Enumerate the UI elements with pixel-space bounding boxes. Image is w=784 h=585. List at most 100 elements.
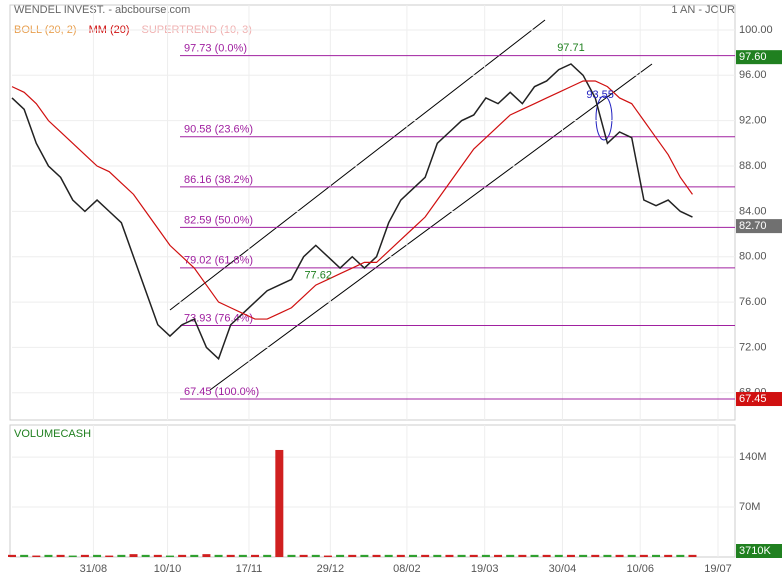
fib-label: 73.93 (76.4%) bbox=[184, 312, 253, 324]
volume-bar bbox=[421, 554, 430, 557]
volume-bar bbox=[129, 554, 138, 557]
y-tick-label: 88.00 bbox=[739, 160, 767, 172]
volume-bar bbox=[20, 554, 29, 557]
price-label: 82.70 bbox=[739, 220, 767, 232]
volume-bar bbox=[384, 554, 393, 557]
volume-label: 3710K bbox=[739, 545, 771, 557]
price-label-bg bbox=[736, 50, 782, 65]
y-tick-label: 100.00 bbox=[739, 24, 773, 36]
volume-bar bbox=[214, 554, 223, 557]
annotation: 93.55 bbox=[586, 89, 614, 101]
x-tick-label: 19/03 bbox=[471, 563, 499, 575]
volume-bar bbox=[165, 555, 174, 557]
price-label: 97.60 bbox=[739, 51, 767, 63]
volume-bar bbox=[153, 554, 162, 557]
volume-bar bbox=[615, 554, 624, 557]
volume-bar bbox=[603, 554, 612, 557]
volume-bar bbox=[530, 554, 539, 557]
volume-bar bbox=[360, 554, 369, 557]
volume-bar bbox=[178, 554, 187, 557]
series-line bbox=[11, 80, 693, 320]
x-tick-label: 10/06 bbox=[626, 563, 654, 575]
y-tick-label: 70M bbox=[739, 501, 760, 513]
volume-bar bbox=[336, 554, 345, 557]
volume-bar bbox=[591, 554, 600, 557]
volume-bar bbox=[566, 554, 575, 557]
volume-bar bbox=[348, 554, 357, 557]
fib-label: 82.59 (50.0%) bbox=[184, 214, 253, 226]
x-tick-label: 17/11 bbox=[236, 563, 263, 575]
volume-bar bbox=[80, 554, 89, 557]
x-tick-label: 08/02 bbox=[393, 563, 421, 575]
fib-label: 90.58 (23.6%) bbox=[184, 124, 253, 136]
fib-label: 86.16 (38.2%) bbox=[184, 174, 253, 186]
volume-pane bbox=[9, 424, 736, 558]
fib-label: 67.45 (100.0%) bbox=[184, 386, 259, 398]
channel-line bbox=[169, 19, 546, 311]
volume-bar bbox=[275, 449, 284, 557]
volume-bar bbox=[676, 554, 685, 557]
volume-bar bbox=[664, 554, 673, 557]
volume-bar bbox=[105, 555, 114, 557]
y-tick-label: 80.00 bbox=[739, 251, 767, 263]
volume-bar bbox=[323, 555, 332, 557]
chart-title: WENDEL INVEST. - abcbourse.com bbox=[14, 4, 190, 16]
ellipse bbox=[595, 95, 613, 141]
volume-bar bbox=[251, 554, 260, 557]
y-tick-label: 140M bbox=[739, 451, 767, 463]
fib-label: 79.02 (61.8%) bbox=[184, 255, 253, 267]
volume-bar bbox=[457, 554, 466, 557]
volume-bar bbox=[8, 554, 16, 557]
y-tick-label: 96.00 bbox=[739, 69, 767, 81]
price-label: 67.45 bbox=[739, 393, 767, 405]
volume-bar bbox=[311, 554, 320, 557]
volume-bar bbox=[627, 554, 636, 557]
volume-bar bbox=[433, 554, 442, 557]
volume-bar bbox=[93, 554, 102, 557]
x-tick-label: 30/04 bbox=[549, 563, 577, 575]
volume-bar bbox=[506, 554, 515, 557]
volume-bar bbox=[68, 555, 77, 557]
annotation: 97.71 bbox=[557, 42, 585, 54]
volume-bar bbox=[238, 554, 247, 557]
annotation: 77.62 bbox=[304, 270, 332, 282]
volume-bar bbox=[299, 554, 308, 557]
volume-bar bbox=[494, 554, 503, 557]
volume-bar bbox=[226, 554, 235, 557]
volume-title: VOLUMECASH bbox=[14, 428, 91, 440]
volume-bar bbox=[190, 554, 199, 557]
volume-bar bbox=[287, 554, 296, 557]
x-tick-label: 29/12 bbox=[317, 563, 345, 575]
y-tick-label: 84.00 bbox=[739, 205, 767, 217]
subtitle: 1 AN - JOUR bbox=[671, 4, 735, 16]
volume-bar bbox=[518, 554, 527, 557]
volume-bar bbox=[469, 554, 478, 557]
x-tick-label: 10/10 bbox=[154, 563, 182, 575]
volume-bar bbox=[44, 554, 53, 557]
volume-bar bbox=[396, 554, 405, 557]
y-tick-label: 72.00 bbox=[739, 341, 767, 353]
volume-bar bbox=[372, 554, 381, 557]
volume-bar bbox=[263, 554, 272, 557]
price-label-bg bbox=[736, 392, 782, 407]
price-label-bg bbox=[736, 219, 782, 234]
volume-bar bbox=[32, 555, 41, 557]
fib-label: 97.73 (0.0%) bbox=[184, 43, 247, 55]
volume-bar bbox=[542, 554, 551, 557]
volume-bar bbox=[141, 554, 150, 557]
volume-bar bbox=[117, 554, 126, 557]
volume-bar bbox=[579, 554, 588, 557]
volume-bar bbox=[202, 554, 211, 557]
x-tick-label: 19/07 bbox=[704, 563, 732, 575]
volume-bar bbox=[445, 554, 454, 557]
y-tick-label: 92.00 bbox=[739, 115, 767, 127]
volume-bar bbox=[652, 554, 661, 557]
volume-bar bbox=[408, 554, 417, 557]
x-tick-label: 31/08 bbox=[80, 563, 108, 575]
volume-bar bbox=[56, 554, 65, 557]
y-tick-label: 76.00 bbox=[739, 296, 767, 308]
volume-bar bbox=[481, 554, 490, 557]
volume-bar bbox=[639, 554, 648, 557]
volume-bar bbox=[688, 554, 697, 557]
